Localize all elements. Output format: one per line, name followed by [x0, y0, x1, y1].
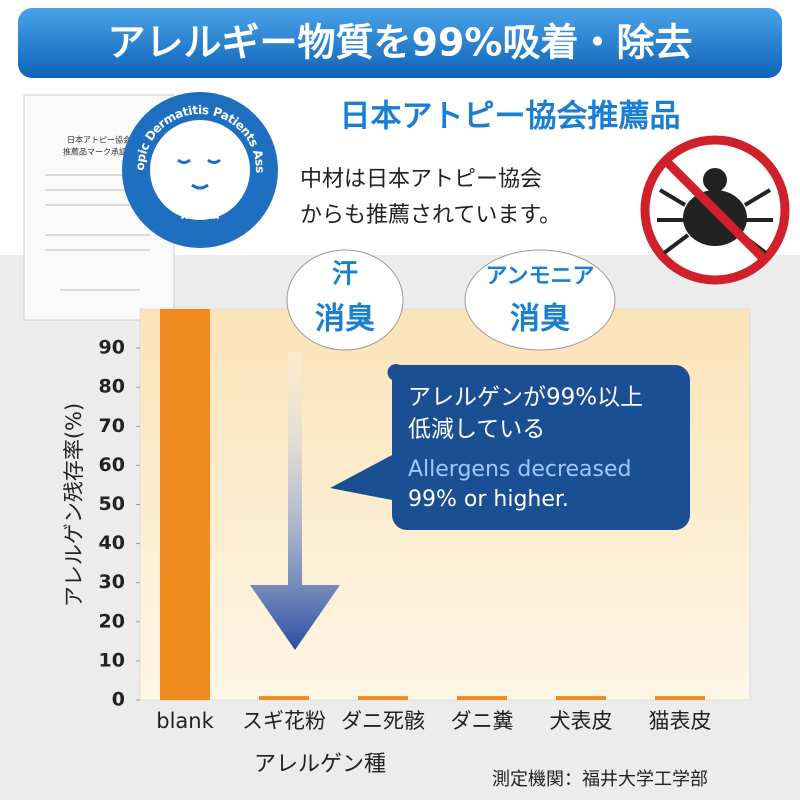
y-tick-label: 70: [99, 415, 125, 437]
badge-label: 推薦品: [180, 206, 219, 222]
bar: [259, 696, 309, 700]
y-axis-label: アレルゲン残存率(%): [62, 403, 86, 607]
description-line: 中材は日本アトピー協会: [300, 167, 542, 192]
banner-text: アレルギー物質を99%吸着・除去: [108, 21, 693, 65]
callout-text: アレルゲンが99%以上: [408, 385, 643, 411]
heading: 日本アトピー協会推薦品: [340, 99, 681, 135]
banner: [18, 8, 782, 78]
y-tick-label: 50: [99, 493, 125, 515]
x-tick-label: ダニ糞: [451, 709, 514, 733]
x-axis-label: アレルゲン種: [254, 752, 386, 777]
y-tick-label: 40: [99, 532, 125, 554]
certificate-line: 推薦品マーク承認書: [63, 147, 135, 157]
bubble-top: 汗: [332, 260, 358, 290]
description-line: からも推薦されています。: [300, 203, 561, 228]
y-tick-label: 10: [99, 649, 125, 671]
bubble-bottom: 消臭: [315, 302, 375, 337]
x-tick-label: ダニ死骸: [341, 709, 425, 733]
x-tick-label: スギ花粉: [242, 709, 326, 733]
bar: [457, 696, 507, 700]
bar: [655, 696, 705, 700]
bubble: [286, 249, 404, 351]
y-tick-label: 90: [99, 337, 125, 359]
y-tick-label: 20: [99, 610, 125, 632]
x-tick-label: 猫表皮: [649, 709, 712, 733]
y-tick-label: 0: [112, 689, 125, 711]
callout-text: Allergens decreased: [408, 457, 632, 482]
no-mite-icon: [640, 135, 790, 285]
bar: [556, 696, 606, 700]
y-tick-label: 60: [99, 454, 125, 476]
certificate-line: 日本アトピー協会: [67, 135, 131, 145]
bar: [160, 309, 210, 700]
y-tick-label: 80: [99, 376, 125, 398]
y-tick-label: 30: [99, 571, 125, 593]
x-tick-label: 犬表皮: [550, 709, 613, 733]
bar: [358, 696, 408, 700]
bubble-bottom: 消臭: [510, 302, 570, 337]
callout-text: 99% or higher.: [408, 487, 569, 512]
bubble-top: アンモニア: [485, 264, 594, 289]
arrow: [250, 352, 340, 650]
callout: [330, 364, 690, 530]
bubble: [464, 249, 616, 351]
callout-text: 低減している: [408, 417, 545, 443]
badge-inner: [150, 120, 250, 220]
badge-face: [177, 158, 221, 190]
source: 測定機関：福井大学工学部: [492, 769, 708, 790]
x-tick-label: blank: [156, 709, 214, 733]
